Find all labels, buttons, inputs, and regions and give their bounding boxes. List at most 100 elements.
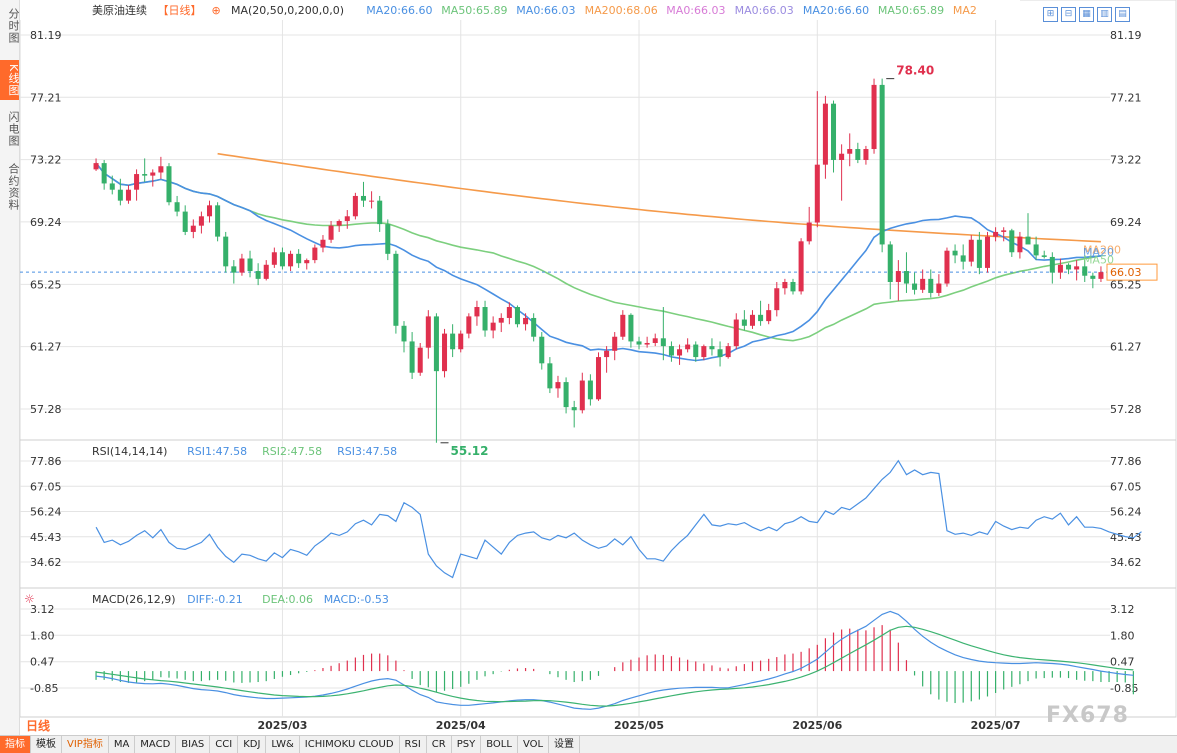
main_legend-item: MA20:66.60 (366, 4, 432, 17)
toolbar-item-7[interactable]: KDJ (238, 736, 267, 753)
y-tick-label-left: 34.62 (30, 556, 62, 569)
candle-body (847, 149, 853, 154)
candle-body (1090, 275, 1096, 279)
toolbar-item-0[interactable]: 指标 (0, 736, 31, 753)
candle-body (944, 250, 950, 284)
candle-body (336, 220, 342, 226)
main_legend-item: MA0:66.03 (735, 4, 794, 17)
candle-body (158, 166, 164, 173)
y-tick-label-right: 0.47 (1110, 656, 1135, 669)
toolbar-item-6[interactable]: CCI (210, 736, 239, 753)
candle-body (912, 283, 918, 290)
candle-body (1074, 266, 1080, 270)
y-tick-label-left: -0.85 (30, 682, 58, 695)
candle-body (506, 307, 512, 318)
candle-body (774, 288, 780, 311)
candle-body (895, 271, 901, 282)
toolbar-item-4[interactable]: MACD (135, 736, 177, 753)
sidebar-tab-2[interactable]: 闪电图 (7, 111, 20, 147)
candle-body (701, 346, 707, 358)
candle-body (425, 316, 431, 348)
candle-body (401, 325, 407, 342)
grid-2-icon[interactable]: ⊟ (1061, 7, 1076, 22)
period-label[interactable]: 日线 (26, 719, 51, 733)
main_legend-item: MA200:68.06 (585, 4, 658, 17)
grid-3-icon[interactable]: ▦ (1079, 7, 1094, 22)
candle-body (887, 244, 893, 282)
sidebar-tab-3[interactable]: 合约资料 (7, 163, 20, 211)
legend-bg (20, 0, 1020, 20)
candle-body (749, 314, 755, 326)
candle-body (677, 349, 683, 356)
main_legend-item: MA50:65.89 (441, 4, 507, 17)
chart-area: 2025/03 2025/04 2025/05 2025/06 2025/07 81.19… (20, 0, 1177, 732)
rsi_legend-item: RSI3:47.58 (337, 445, 397, 458)
candle-body (1082, 266, 1088, 276)
candle-body (539, 336, 545, 364)
candle-body (628, 314, 634, 342)
candle-body (271, 252, 277, 265)
date-tick-label: 2025/06 (792, 719, 842, 732)
candle-body (1025, 236, 1031, 245)
candle-body (1066, 264, 1072, 270)
sidebar-tab-0[interactable]: 分时图 (7, 8, 20, 44)
candle-body (1017, 236, 1023, 253)
ma-end-label: MA50 (1083, 254, 1114, 267)
candle-body (863, 149, 869, 160)
toolbar-item-14[interactable]: VOL (518, 736, 550, 753)
ma-end-label: MA200 (1083, 244, 1121, 257)
grid-5-icon[interactable]: ▤ (1115, 7, 1130, 22)
macd_legend-item: DEA:0.06 (262, 593, 313, 606)
candle-body (587, 380, 593, 400)
candle-body (806, 222, 812, 242)
candle-body (101, 163, 107, 184)
candle-body (369, 200, 375, 202)
date-tick-label: 2025/03 (257, 719, 307, 732)
candle-body (766, 310, 772, 322)
toolbar-item-2[interactable]: VIP指标 (62, 736, 109, 753)
candle-body (393, 253, 399, 326)
toolbar-item-9[interactable]: ICHIMOKU CLOUD (300, 736, 400, 753)
y-tick-label-right: 1.80 (1110, 629, 1135, 642)
watermark: FX678 (1046, 703, 1129, 728)
candle-body (952, 250, 958, 256)
date-tick-label: 2025/04 (436, 719, 486, 732)
toolbar-item-12[interactable]: PSY (452, 736, 482, 753)
candle-body (571, 407, 577, 411)
y-tick-label-left: 0.47 (30, 656, 55, 669)
diff-line (96, 610, 1134, 710)
candle-body (984, 236, 991, 268)
toolbar-item-15[interactable]: 设置 (549, 736, 581, 753)
y-tick-label-left: 81.19 (30, 29, 62, 42)
toolbar-item-1[interactable]: 模板 (31, 736, 62, 753)
toolbar-item-13[interactable]: BOLL (481, 736, 518, 753)
toolbar-item-5[interactable]: BIAS (176, 736, 211, 753)
grid-1-icon[interactable]: ⊞ (1043, 7, 1058, 22)
main_legend-item: MA0:66.03 (516, 4, 575, 17)
candle-body (709, 346, 715, 350)
candle-body (563, 382, 569, 408)
main_legend-item: MA50:65.89 (878, 4, 944, 17)
sidebar-tab-1[interactable]: K线图 (0, 60, 20, 100)
y-tick-label-left: 77.86 (30, 455, 62, 468)
candle-body (255, 271, 261, 279)
grid-4-icon[interactable]: ▥ (1097, 7, 1112, 22)
toolbar-item-11[interactable]: CR (427, 736, 452, 753)
toolbar-item-8[interactable]: LW& (266, 736, 300, 753)
candle-body (758, 314, 764, 322)
candle-body (920, 278, 926, 290)
candle-body (879, 84, 885, 245)
date-tick-label: 2025/07 (971, 719, 1021, 732)
y-tick-label-right: 56.24 (1110, 506, 1142, 519)
dea-line (96, 625, 1134, 707)
candle-body (474, 307, 480, 317)
rsi-line (95, 459, 1142, 579)
date-tick-label: 2025/05 (614, 719, 664, 732)
main_legend-item: ⊕ (212, 4, 221, 17)
candle-body (109, 183, 115, 190)
toolbar-item-3[interactable]: MA (109, 736, 136, 753)
sun-icon: ☼ (24, 592, 35, 606)
candle-body (1033, 244, 1039, 256)
toolbar-item-10[interactable]: RSI (400, 736, 427, 753)
candle-body (693, 344, 699, 358)
